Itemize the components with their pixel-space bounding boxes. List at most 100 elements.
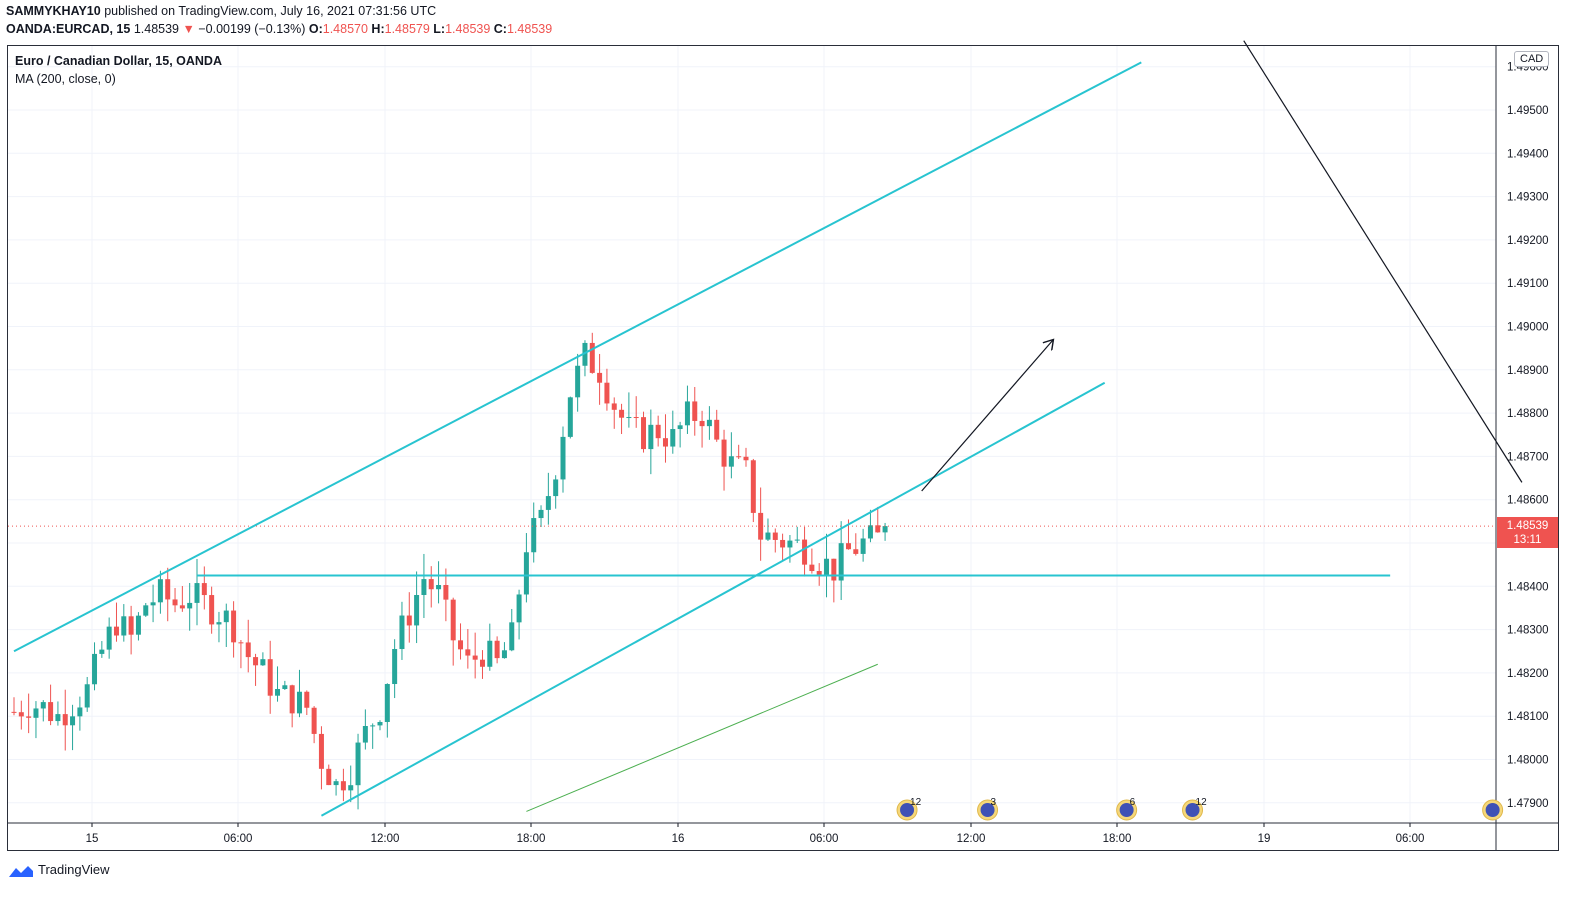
candle-body (838, 543, 844, 581)
y-tick-label: 1.49200 (1507, 235, 1549, 247)
y-tick-label: 1.48700 (1507, 451, 1549, 463)
candle (406, 592, 412, 643)
candle (187, 582, 193, 631)
publish-info: SAMMYKHAY10 published on TradingView.com… (6, 4, 436, 18)
candle (194, 558, 200, 626)
candle (355, 733, 361, 810)
candle (743, 447, 749, 467)
event-count: 12 (1196, 797, 1208, 808)
candle-body (150, 602, 156, 606)
candle-body (772, 532, 778, 540)
candle-body (84, 684, 90, 708)
candle-body (736, 456, 742, 458)
candle (326, 764, 332, 786)
candle-body (216, 622, 222, 625)
candle-body (619, 409, 625, 418)
candle (143, 602, 149, 617)
candle-body (209, 595, 215, 625)
candle (487, 623, 493, 671)
candle-body (92, 653, 98, 685)
candle-body (728, 456, 734, 467)
candle-body (597, 372, 603, 383)
event-marker[interactable]: 12 (896, 797, 922, 821)
candle-body (743, 456, 749, 461)
candle (516, 589, 522, 640)
candle (875, 506, 881, 533)
candle (824, 533, 830, 598)
high-key: H: (371, 22, 385, 36)
candle-body (370, 725, 376, 727)
candle (479, 650, 485, 679)
published-text: published on TradingView.com, July 16, 2… (104, 4, 437, 18)
candle (699, 410, 705, 448)
candle (589, 332, 595, 374)
candle (655, 415, 661, 447)
candle (62, 689, 68, 751)
open-value: 1.48570 (322, 22, 368, 36)
candle-body (333, 781, 339, 786)
publisher-name[interactable]: SAMMYKHAY10 (6, 4, 101, 18)
candle-body (121, 616, 127, 636)
x-tick-label: 06:00 (810, 833, 839, 845)
close-key: C: (493, 22, 507, 36)
candle-body (40, 702, 46, 709)
open-key: O: (308, 22, 323, 36)
candle-body (479, 659, 485, 667)
candle (853, 533, 859, 556)
symbol-label: OANDA:EURCAD, 15 (6, 22, 131, 36)
candle-body (223, 610, 229, 623)
candle (794, 526, 800, 544)
candle-body (362, 726, 368, 743)
candle-body (802, 539, 808, 565)
candle-body (824, 558, 830, 575)
candle-body (428, 579, 434, 590)
trend-line-channel-upper (13, 61, 1142, 653)
x-tick-label: 06:00 (224, 833, 253, 845)
candle (450, 597, 456, 666)
candle (201, 566, 207, 610)
candle-body (553, 479, 559, 497)
candle-body (340, 781, 346, 791)
high-value: 1.48579 (384, 22, 430, 36)
event-marker[interactable]: 3 (977, 797, 999, 821)
candle-body (699, 420, 705, 427)
candle-body (260, 659, 266, 666)
candle-body (575, 365, 581, 398)
candle-body (18, 712, 24, 717)
candle (501, 642, 507, 659)
candle (816, 563, 822, 586)
event-marker[interactable]: 12 (1182, 797, 1208, 821)
candle (40, 700, 46, 722)
candle (245, 619, 251, 673)
candle (560, 426, 566, 493)
candle-body (77, 707, 83, 717)
candle-body (172, 599, 178, 606)
candle (641, 411, 647, 453)
candle (567, 396, 573, 439)
event-marker[interactable]: 6 (1116, 797, 1138, 821)
candle-body (648, 424, 654, 450)
candle (362, 709, 368, 750)
candle (106, 617, 112, 659)
candle (458, 623, 464, 660)
currency-badge[interactable]: CAD (1514, 51, 1550, 67)
trend-line-black-line (1243, 40, 1523, 483)
candle-body (348, 785, 354, 791)
candle (165, 567, 171, 622)
flag-icon (1485, 803, 1500, 817)
candle-body (714, 419, 720, 440)
candle-body (11, 711, 17, 713)
candle-body (62, 714, 68, 726)
candle-body (721, 439, 727, 467)
tradingview-brand[interactable]: TradingView (8, 862, 110, 878)
candle (472, 632, 478, 679)
low-key: L: (433, 22, 446, 36)
candle (311, 706, 317, 744)
candle (289, 684, 295, 728)
trend-line-channel-lower (320, 381, 1106, 817)
candle-body (882, 526, 888, 533)
indicator-legend[interactable]: MA (200, close, 0) (15, 72, 116, 86)
event-marker[interactable] (1482, 799, 1504, 821)
candle-body (538, 509, 544, 519)
